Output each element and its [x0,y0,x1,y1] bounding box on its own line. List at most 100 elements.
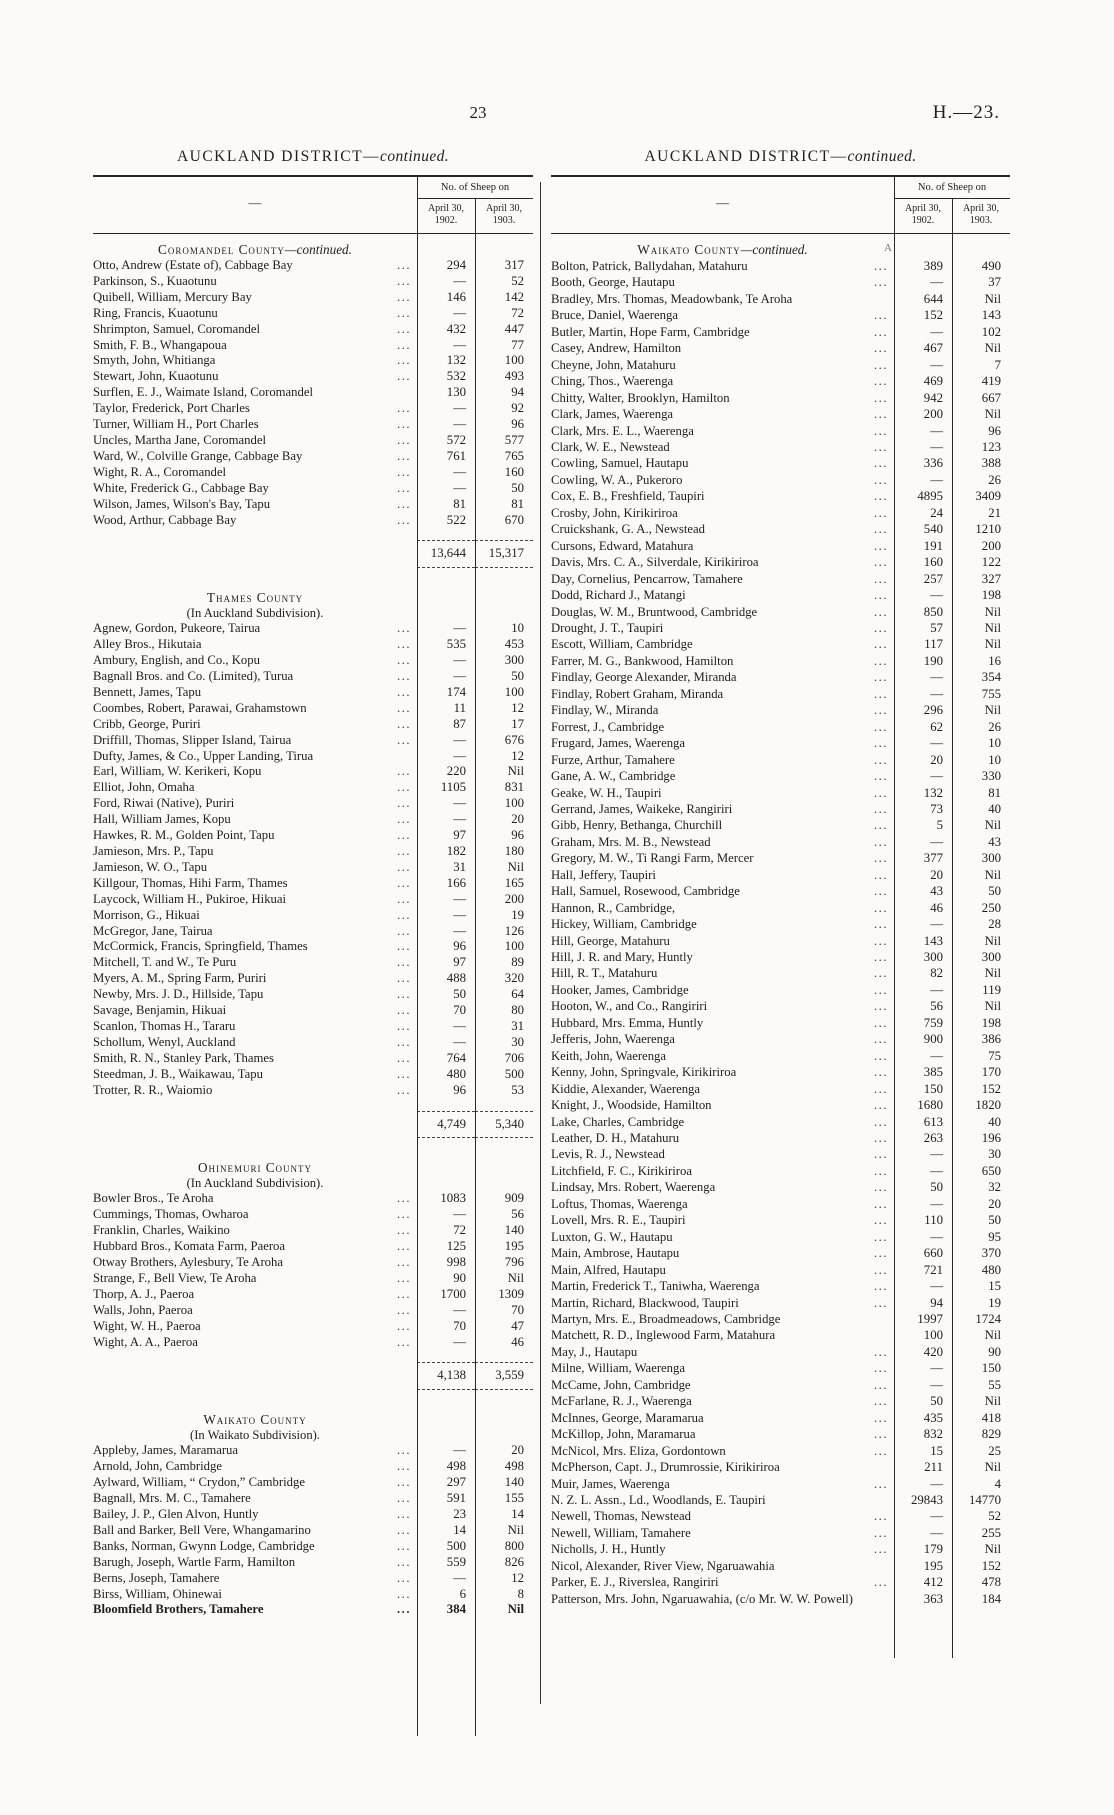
table-row: McInnes, George, Maramarua... 435 418 [551,1410,1010,1426]
table-row: Martin, Frederick T., Taniwha, Waerenga.… [551,1278,1010,1294]
sheep-count: 577 [504,432,524,447]
owner-name: Geake, W. H., Taupiri... [551,785,894,801]
sheep-count: Nil [984,407,1001,422]
sheep-count: — [930,834,943,849]
owner-name-text: Casey, Andrew, Hamilton [551,341,682,356]
owner-name-text: Findlay, George Alexander, Miranda [551,670,737,685]
sheep-count: Nil [984,999,1001,1014]
owner-name-text: Ford, Riwai (Native), Puriri [93,796,235,811]
sheep-count: 220 [446,764,466,779]
owner-name-text: Bolton, Patrick, Ballydahan, Matahuru [551,259,748,273]
table-row: N. Z. L. Assn., Ld., Woodlands, E. Taupi… [551,1492,1010,1508]
owner-name: Forrest, J., Cambridge... [551,719,894,735]
sheep-count: 300 [504,653,524,668]
owner-name: Bowler Bros., Te Aroha... [93,1191,417,1207]
date-headers: April 30, 1902. April 30, 1903. [894,199,1010,226]
county-section: Waikato County (In Waikato Subdivision). A… [93,1412,533,1618]
table-row: Matchett, R. D., Inglewood Farm, Matahur… [551,1327,1010,1343]
owner-name-text: Wight, W. H., Paeroa [93,1318,201,1333]
section-heading: Thames County [93,590,417,606]
sheep-count: 123 [981,439,1001,454]
section-heading-text: Coromandel County [158,242,285,257]
sheep-count: 16 [988,653,1001,668]
section-heading: Waikato County [93,1412,417,1428]
table-row: Ward, W., Colville Grange, Cabbage Bay..… [93,449,533,465]
owner-name: McInnes, George, Maramarua... [551,1410,894,1426]
dot-leader: ... [396,1554,411,1569]
sheep-count: — [930,324,943,339]
sheep-count: 330 [981,769,1001,784]
owner-name: Kenny, John, Springvale, Kirikiriroa... [551,1064,894,1080]
sheep-count: Nil [984,604,1001,619]
owner-name: Jamieson, W. O., Tapu... [93,860,417,876]
table-row: Main, Ambrose, Hautapu... 660 370 [551,1245,1010,1261]
sheep-count: 119 [982,982,1001,997]
district-title-text: AUCKLAND DISTRICT— [644,148,848,165]
owner-name: Walls, John, Paeroa... [93,1303,417,1319]
table-row: Turner, William H., Port Charles... — 96 [93,417,533,433]
sheep-count: 540 [923,522,943,537]
table-row: Clark, W. E., Newstead... — 123 [551,439,1010,455]
owner-name-text: Hickey, William, Cambridge [551,917,697,932]
sheep-count: 8 [517,1586,524,1601]
table-row: Otto, Andrew (Estate of), Cabbage Bay...… [93,258,533,274]
section-total-row: 4,138 3,559 [93,1362,533,1391]
table-row: Bailey, J. P., Glen Alvon, Huntly... 23 14 [93,1507,533,1523]
owner-name-text: Thorp, A. J., Paeroa [93,1286,195,1301]
owner-name: Ward, W., Colville Grange, Cabbage Bay..… [93,449,417,465]
owner-name-text: Luxton, G. W., Hautapu [551,1229,673,1244]
table-row: Shrimpton, Samuel, Coromandel... 432 447 [93,322,533,338]
table-row: Martin, Richard, Blackwood, Taupiri... 94… [551,1295,1010,1311]
dot-leader: ... [396,1443,411,1458]
owner-name-text: Bloomfield Brothers, Tamahere [93,1602,264,1617]
owner-name-text: Driffill, Thomas, Slipper Island, Tairua [93,732,292,747]
sheep-count: 432 [446,321,466,336]
table-vertical-rule [417,177,418,1736]
dot-leader: ... [396,1018,411,1033]
sheep-count: 5,340 [475,1110,533,1139]
table-row: Birss, William, Ohinewai... 6 8 [93,1587,533,1603]
sheep-count: 28 [988,917,1001,932]
sheep-count: 831 [504,780,524,795]
sheep-table-right: — No. of Sheep on April 30, 1902. April … [551,175,1010,1658]
column-divider-rule [540,182,541,1704]
table-row: Jamieson, W. O., Tapu... 31 Nil [93,860,533,876]
sheep-count: 11 [453,700,466,715]
sheep-count: 96 [511,828,524,843]
sheep-count: Nil [984,966,1001,981]
owner-name-text: Cruickshank, G. A., Newstead [551,522,705,537]
owner-name-text: Clark, Mrs. E. L., Waerenga [551,423,694,438]
table-row: Franklin, Charles, Waikino... 72 140 [93,1223,533,1239]
table-row: Keith, John, Waerenga... — 75 [551,1048,1010,1064]
sheep-count: 650 [981,1163,1001,1178]
table-row: Clark, Mrs. E. L., Waerenga... — 96 [551,423,1010,439]
dot-leader: ... [873,1394,888,1409]
dot-leader: ... [396,1318,411,1333]
owner-name: Lovell, Mrs. R. E., Taupiri... [551,1212,894,1228]
sheep-count: 30 [511,1034,524,1049]
sheep-count: 3,559 [475,1362,533,1391]
table-row: Hall, Jeffery, Taupiri... 20 Nil [551,867,1010,883]
owner-name: Lindsay, Mrs. Robert, Waerenga... [551,1179,894,1195]
dot-leader: ... [396,955,411,970]
table-row: Kenny, John, Springvale, Kirikiriroa... 3… [551,1064,1010,1080]
owner-name-text: Cox, E. B., Freshfield, Taupiri [551,489,705,504]
sheep-count: 140 [504,1223,524,1238]
sheep-count: 796 [504,1255,524,1270]
owner-name: Savage, Benjamin, Hikuai... [93,1003,417,1019]
table-row: Casey, Andrew, Hamilton... 467 Nil [551,340,1010,356]
table-row: Newell, William, Tamahere... — 255 [551,1525,1010,1541]
sheep-count: 165 [504,875,524,890]
owner-name-text: Newby, Mrs. J. D., Hillside, Tapu [93,987,264,1002]
sheep-count: — [453,1207,466,1222]
owner-name: Hickey, William, Cambridge... [551,916,894,932]
table-row: Berns, Joseph, Tamahere... — 12 [93,1571,533,1587]
sheep-count: 386 [981,1032,1001,1047]
dot-leader: ... [873,472,888,487]
sheep-count: 30 [988,1147,1001,1162]
dot-leader: ... [396,305,411,320]
sheep-count: 195 [504,1239,524,1254]
owner-name-text: Hannon, R., Cambridge, [551,900,676,915]
sheep-count: — [453,907,466,922]
table-vertical-rule [894,177,895,1658]
